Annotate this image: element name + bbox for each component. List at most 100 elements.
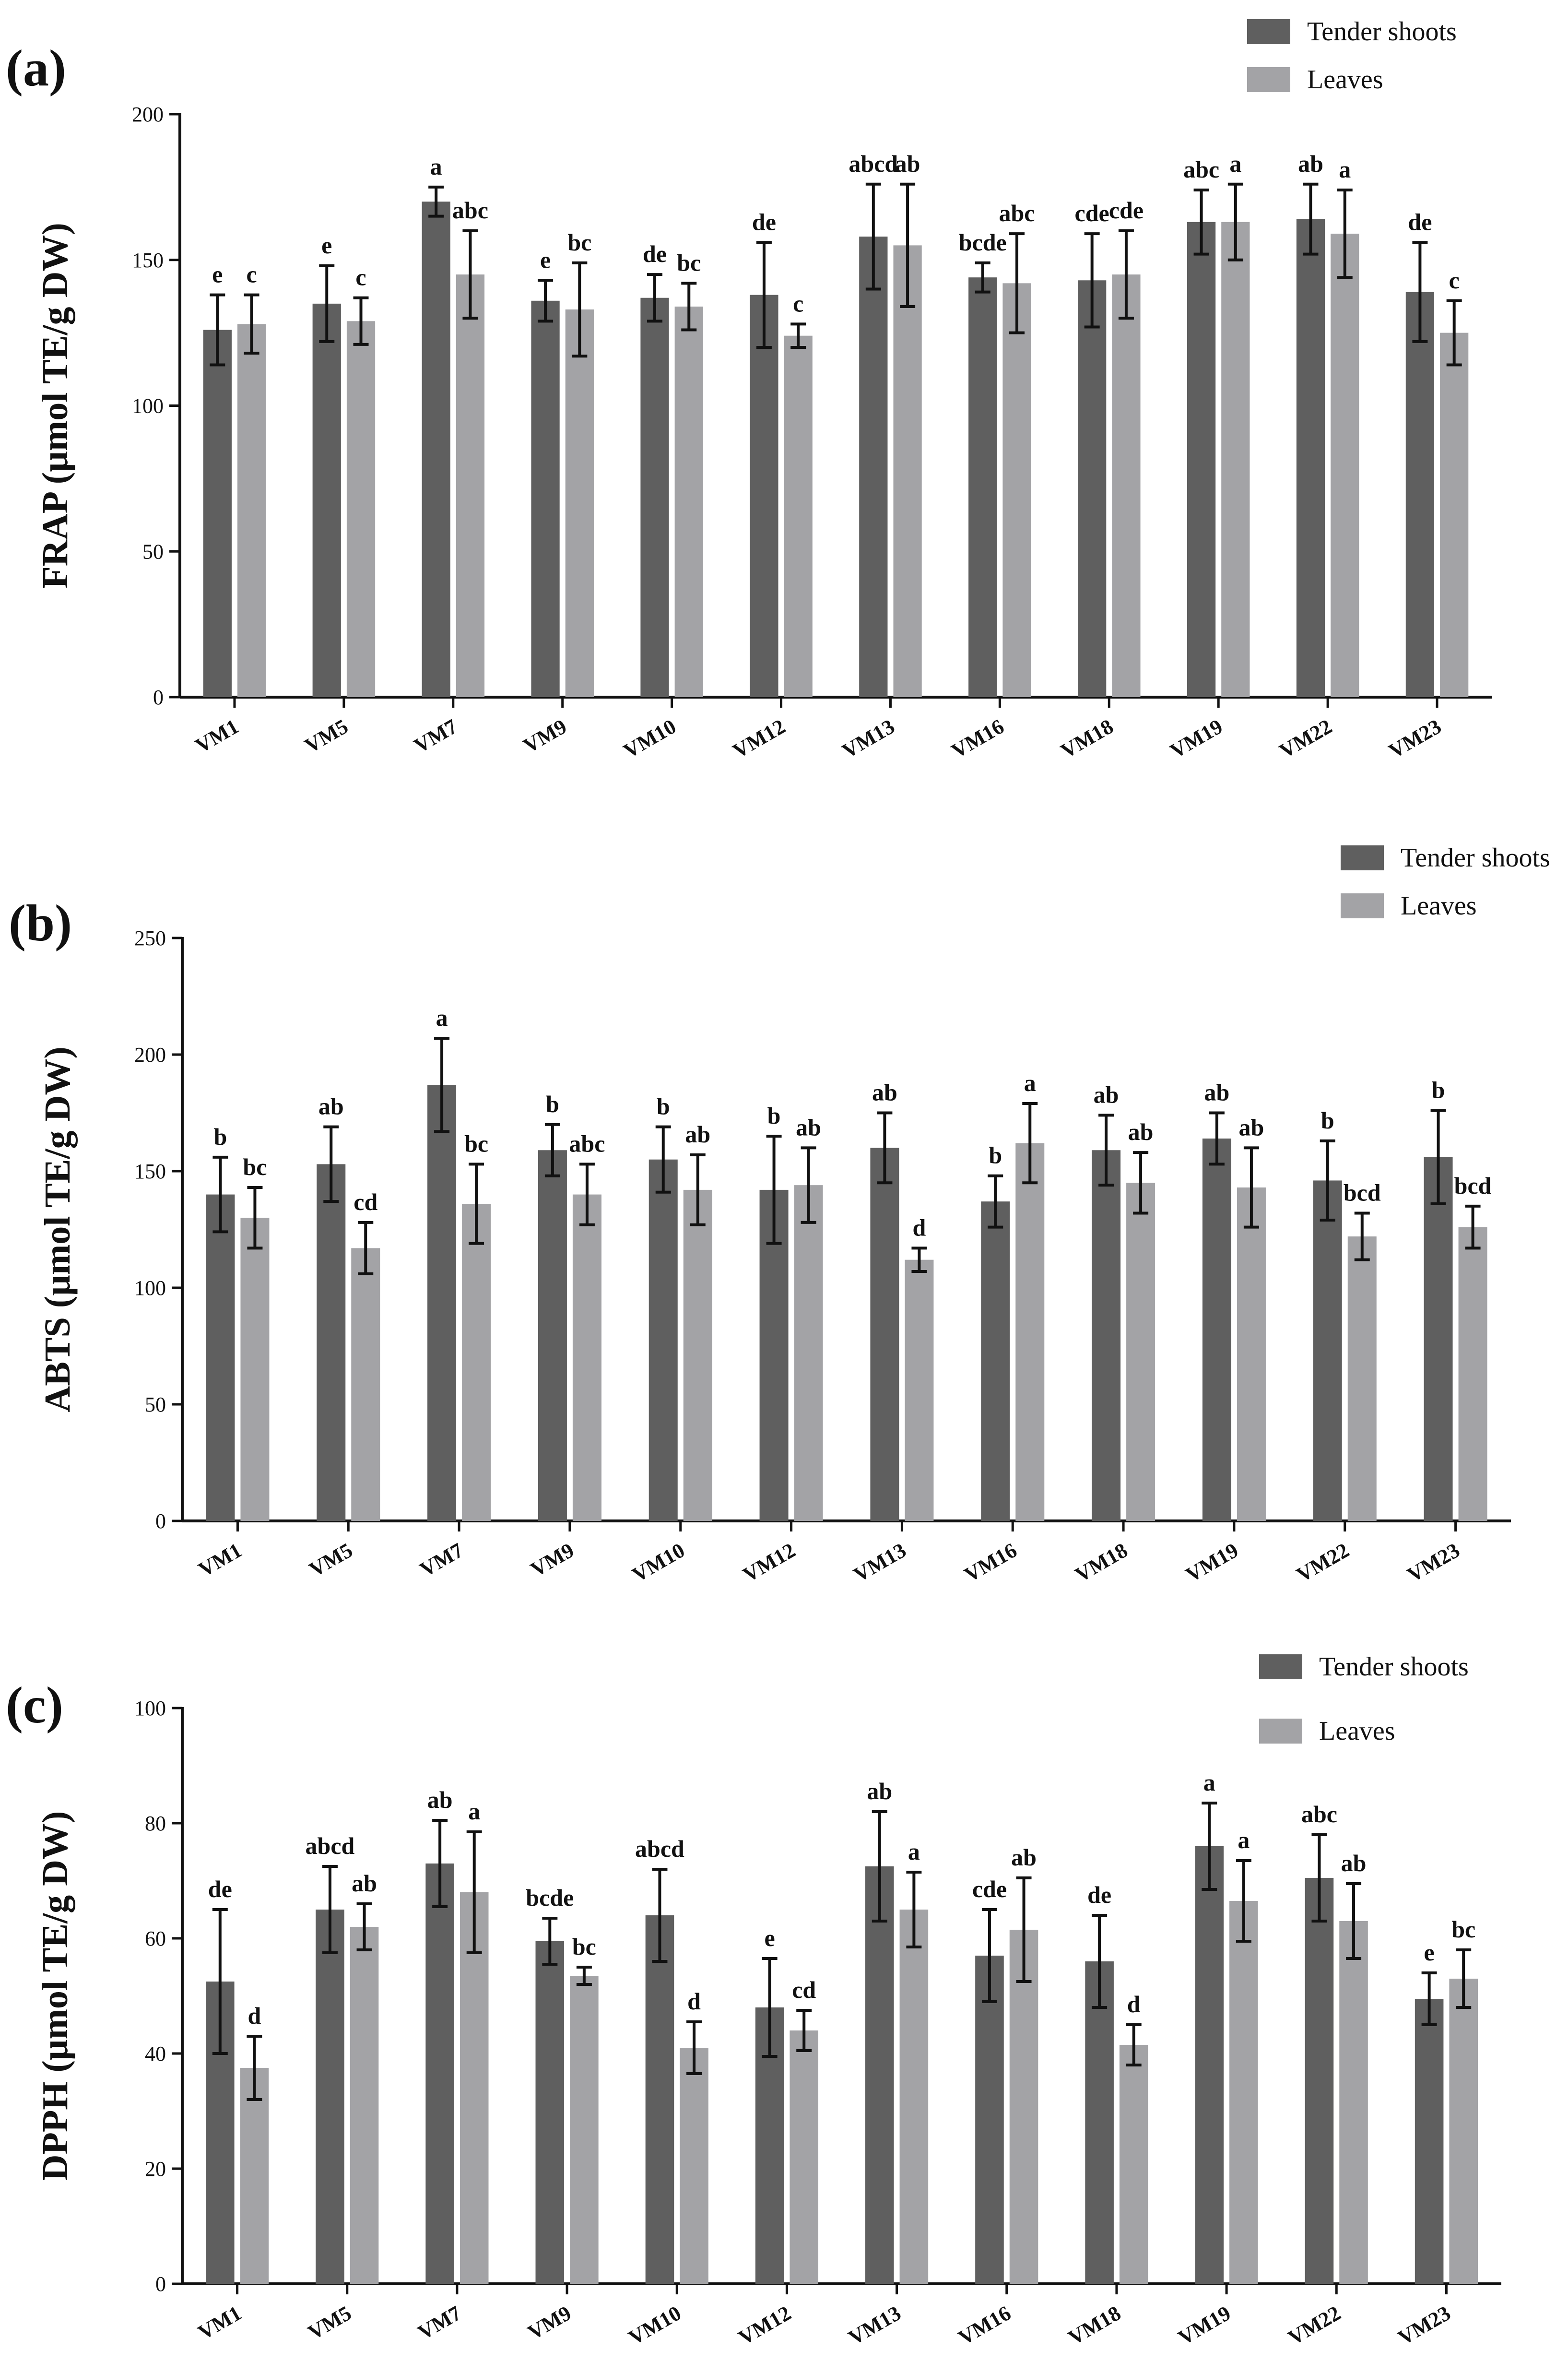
bar-tender-shoots bbox=[206, 1194, 235, 1521]
y-tick-label: 60 bbox=[145, 1927, 166, 1950]
significance-label-tender-shoots: b bbox=[657, 1093, 670, 1120]
bar-leaves bbox=[460, 1892, 489, 2284]
significance-label-leaves: cde bbox=[1109, 197, 1144, 224]
bar-tender-shoots bbox=[750, 295, 778, 697]
significance-label-leaves: bc bbox=[1451, 1916, 1475, 1943]
x-category-label: VM5 bbox=[301, 714, 352, 758]
significance-label-tender-shoots: ab bbox=[318, 1093, 344, 1120]
significance-label-leaves: d bbox=[913, 1214, 926, 1241]
significance-label-tender-shoots: ab bbox=[1204, 1079, 1230, 1106]
panel-label: (a) bbox=[6, 40, 66, 97]
significance-label-leaves: ab bbox=[796, 1114, 821, 1140]
bar-tender-shoots bbox=[427, 1085, 457, 1521]
significance-label-leaves: bc bbox=[243, 1153, 267, 1180]
bar-leaves bbox=[1015, 1143, 1045, 1521]
significance-label-tender-shoots: abc bbox=[1183, 156, 1219, 183]
significance-label-leaves: bc bbox=[677, 249, 701, 276]
significance-label-tender-shoots: abcd bbox=[635, 1835, 684, 1862]
bar-tender-shoots bbox=[1092, 1150, 1121, 1521]
bar-leaves bbox=[674, 306, 703, 697]
chart-panel-3: (c)DPPH (µmol TE/g DW)020406080100VM1ded… bbox=[6, 1652, 1501, 2350]
bar-leaves bbox=[683, 1189, 712, 1521]
legend-label-leaves: Leaves bbox=[1319, 1716, 1395, 1746]
bar-leaves bbox=[570, 1976, 599, 2284]
bar-tender-shoots bbox=[968, 277, 997, 697]
significance-label-tender-shoots: b bbox=[546, 1091, 559, 1117]
significance-label-leaves: bc bbox=[567, 229, 591, 256]
significance-label-leaves: ab bbox=[1128, 1118, 1154, 1145]
panel-label: (c) bbox=[6, 1677, 63, 1734]
bar-tender-shoots bbox=[1305, 1878, 1334, 2284]
significance-label-leaves: abc bbox=[569, 1130, 605, 1157]
significance-label-tender-shoots: e bbox=[540, 246, 551, 273]
bar-leaves bbox=[1009, 1930, 1038, 2284]
y-axis-title: FRAP (µmol TE/g DW) bbox=[35, 223, 75, 588]
significance-label-tender-shoots: de bbox=[643, 240, 667, 267]
x-category-label: VM1 bbox=[191, 714, 243, 758]
bar-leaves bbox=[237, 324, 266, 697]
bar-tender-shoots bbox=[316, 1910, 344, 2284]
y-tick-label: 0 bbox=[155, 1509, 166, 1533]
bar-leaves bbox=[1347, 1236, 1377, 1521]
legend-swatch-tender-shoots bbox=[1259, 1654, 1302, 1679]
significance-label-tender-shoots: a bbox=[430, 153, 442, 180]
bar-leaves bbox=[240, 1218, 270, 1521]
x-category-label: VM19 bbox=[1166, 714, 1226, 763]
bar-leaves bbox=[1458, 1227, 1487, 1521]
bar-leaves bbox=[893, 245, 922, 697]
significance-label-tender-shoots: de bbox=[752, 208, 776, 235]
significance-label-tender-shoots: de bbox=[208, 1875, 232, 1902]
significance-label-leaves: c bbox=[355, 264, 366, 291]
x-category-label: VM16 bbox=[955, 2301, 1015, 2350]
x-category-label: VM23 bbox=[1403, 1538, 1463, 1587]
y-tick-label: 250 bbox=[134, 926, 166, 950]
bar-leaves bbox=[456, 274, 485, 697]
significance-label-leaves: a bbox=[468, 1798, 480, 1825]
significance-label-tender-shoots: abc bbox=[1301, 1801, 1337, 1828]
x-category-label: VM10 bbox=[625, 2301, 685, 2350]
significance-label-leaves: ab bbox=[685, 1121, 710, 1148]
bar-leaves bbox=[790, 2030, 818, 2284]
bar-tender-shoots bbox=[865, 1866, 894, 2284]
significance-label-leaves: c bbox=[1449, 267, 1460, 294]
significance-label-leaves: cd bbox=[792, 1976, 816, 2003]
x-category-label: VM12 bbox=[729, 714, 789, 763]
significance-label-leaves: bc bbox=[572, 1933, 596, 1960]
x-category-label: VM7 bbox=[416, 1538, 467, 1581]
bar-tender-shoots bbox=[531, 300, 560, 697]
significance-label-tender-shoots: b bbox=[214, 1123, 227, 1150]
bar-leaves bbox=[1126, 1183, 1155, 1521]
significance-label-leaves: d bbox=[248, 2002, 261, 2029]
bar-tender-shoots bbox=[759, 1189, 789, 1521]
y-tick-label: 150 bbox=[134, 1160, 166, 1183]
bar-leaves bbox=[346, 321, 376, 697]
x-category-label: VM19 bbox=[1174, 2301, 1235, 2350]
significance-label-leaves: d bbox=[1127, 1991, 1141, 2018]
significance-label-leaves: ab bbox=[1239, 1114, 1264, 1140]
legend-label-leaves: Leaves bbox=[1401, 891, 1477, 921]
bar-tender-shoots bbox=[648, 1159, 678, 1521]
bar-leaves bbox=[1331, 234, 1359, 697]
significance-label-tender-shoots: b bbox=[767, 1102, 781, 1129]
significance-label-leaves: ab bbox=[352, 1870, 377, 1897]
significance-label-tender-shoots: ab bbox=[1298, 150, 1323, 177]
x-category-label: VM22 bbox=[1293, 1538, 1353, 1587]
bar-tender-shoots bbox=[312, 303, 341, 697]
bar-tender-shoots bbox=[1424, 1157, 1453, 1521]
significance-label-leaves: bc bbox=[464, 1130, 488, 1157]
bar-leaves bbox=[350, 1927, 379, 2284]
x-category-label: VM22 bbox=[1275, 714, 1336, 763]
x-category-label: VM23 bbox=[1385, 714, 1445, 763]
significance-label-leaves: bcd bbox=[1454, 1172, 1492, 1199]
x-category-label: VM12 bbox=[734, 2301, 795, 2350]
significance-label-tender-shoots: e bbox=[321, 232, 332, 259]
bar-leaves bbox=[1237, 1187, 1266, 1521]
x-category-label: VM22 bbox=[1284, 2301, 1344, 2350]
y-tick-label: 0 bbox=[153, 686, 164, 709]
significance-label-leaves: bcd bbox=[1344, 1179, 1381, 1206]
x-category-label: VM13 bbox=[849, 1538, 910, 1587]
bar-leaves bbox=[1221, 222, 1250, 697]
legend-swatch-leaves bbox=[1247, 67, 1290, 92]
x-category-label: VM16 bbox=[947, 714, 1008, 763]
